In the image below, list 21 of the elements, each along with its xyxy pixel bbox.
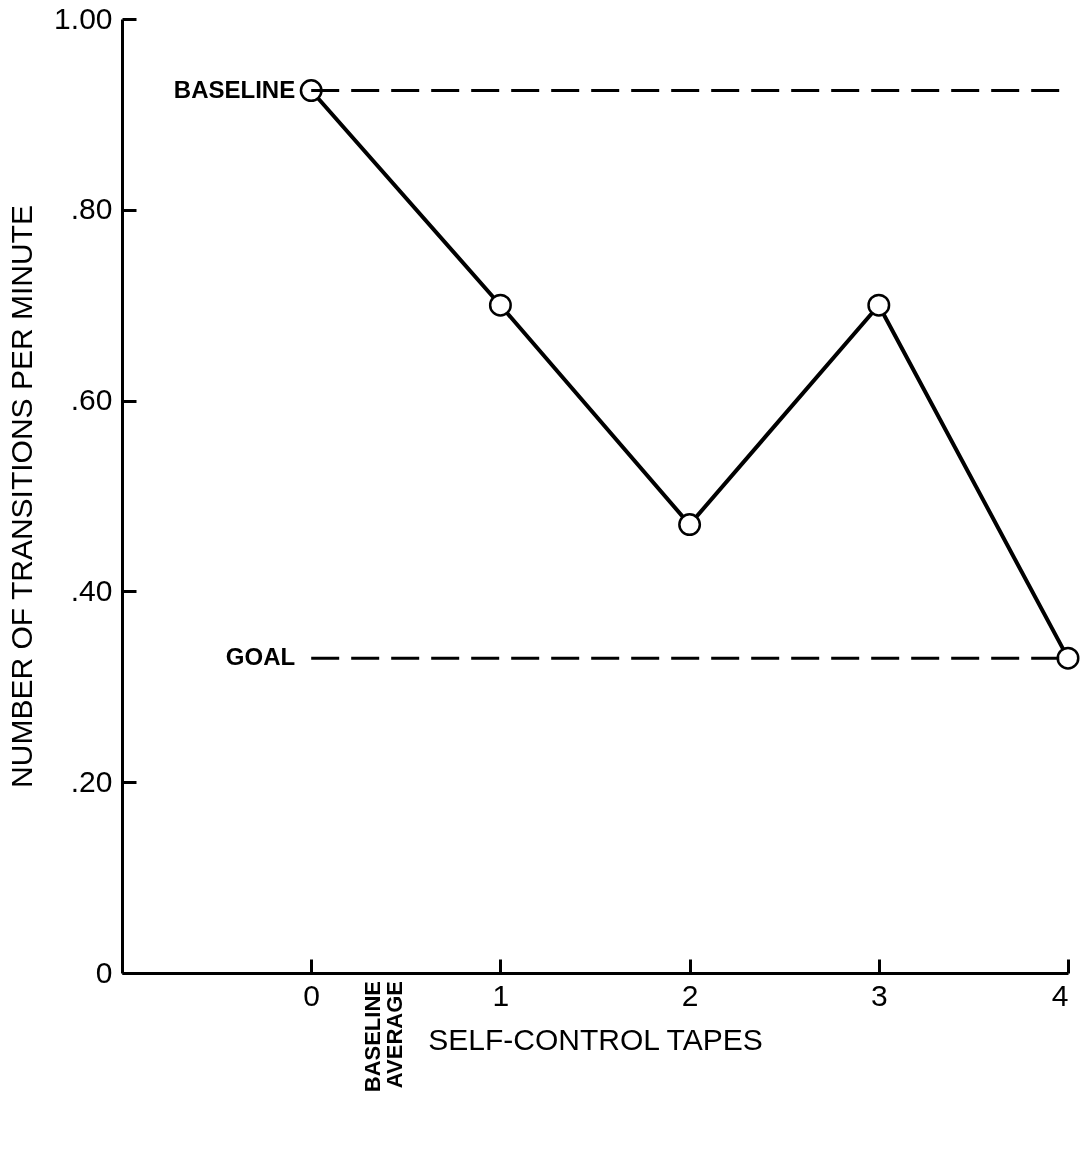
text: BASELINE AVERAGE <box>360 981 408 1093</box>
point <box>678 513 702 537</box>
y-tick-label: .60 <box>70 383 113 417</box>
point <box>1056 646 1080 670</box>
x-tick-label: 2 <box>681 978 699 1012</box>
ref-line-label: BASELINE <box>173 75 296 103</box>
point <box>299 79 323 103</box>
x-tick-label: 1 <box>492 978 510 1012</box>
x-tick-label: 3 <box>870 978 888 1012</box>
y-tick-label: .80 <box>70 192 113 226</box>
y-tick-label: 0 <box>95 955 113 989</box>
x-tick-label: 0 <box>303 978 321 1012</box>
y-tick-label: .20 <box>70 764 113 798</box>
y-tick-label: 1.00 <box>54 1 113 35</box>
ref-line-label: GOAL <box>225 643 296 671</box>
x-tick-label: 4 <box>1051 978 1069 1012</box>
y-axis-title: NUMBER OF TRANSITIONS PER MINUTE <box>5 205 39 788</box>
point <box>867 293 891 317</box>
point <box>488 293 512 317</box>
y-tick-label: .40 <box>70 573 113 607</box>
x-axis-title: SELF-CONTROL TAPES <box>428 1022 763 1056</box>
